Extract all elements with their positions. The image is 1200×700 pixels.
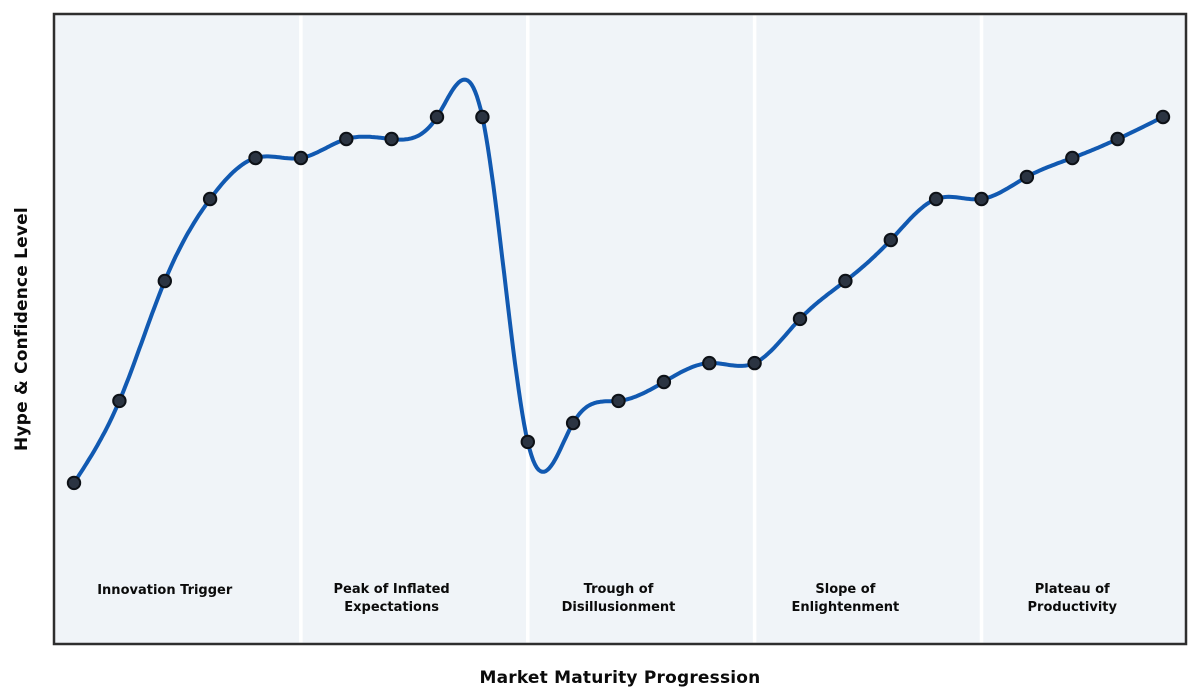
data-point-marker <box>883 232 898 248</box>
data-point-marker <box>520 434 535 450</box>
data-point-marker <box>112 393 127 409</box>
phase-label-plateau-of-productivity: Plateau of Productivity <box>1028 582 1118 615</box>
x-axis-label: Market Maturity Progression <box>479 668 761 688</box>
phase-label-trough-of-disillusionment: Trough of Disillusionment <box>562 582 676 615</box>
data-point-marker <box>293 150 309 166</box>
data-point-marker <box>565 415 581 431</box>
data-point-marker <box>656 374 672 390</box>
data-point-marker <box>1110 131 1125 147</box>
data-point-marker <box>475 109 490 125</box>
phase-label-peak-of-inflated-expectations: Peak of Inflated Expectations <box>334 582 450 615</box>
plot-area <box>52 12 1188 646</box>
phase-label-innovation-trigger: Innovation Trigger <box>97 583 233 598</box>
data-point-marker <box>974 191 989 207</box>
data-point-marker <box>1065 150 1080 166</box>
data-point-marker <box>339 131 354 147</box>
y-axis-label: Hype & Confidence Level <box>12 207 32 451</box>
data-point-marker <box>157 273 173 289</box>
phase-label-slope-of-enlightenment: Slope of Enlightenment <box>792 582 900 615</box>
data-point-marker <box>792 311 808 327</box>
data-point-marker <box>248 150 263 166</box>
data-point-marker <box>429 109 445 125</box>
data-point-marker <box>66 475 82 491</box>
data-point-marker <box>1019 169 1035 185</box>
data-point-marker <box>1155 109 1171 125</box>
data-point-marker <box>611 393 626 409</box>
data-point-marker <box>202 191 218 207</box>
data-point-marker <box>747 355 762 371</box>
data-point-marker <box>838 273 853 289</box>
data-point-marker <box>384 131 399 147</box>
data-point-marker <box>928 191 944 207</box>
data-point-marker <box>702 355 717 371</box>
